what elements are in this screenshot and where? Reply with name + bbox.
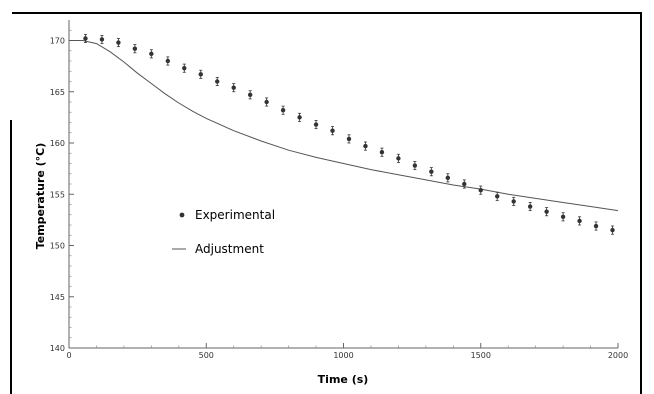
experimental-point (560, 214, 566, 219)
experimental-point (165, 58, 171, 64)
experimental-point (149, 51, 154, 57)
experimental-point (247, 92, 253, 98)
x-tick-label: 0 (66, 351, 71, 360)
figure-frame (12, 12, 642, 394)
experimental-point (363, 143, 368, 149)
experimental-point (429, 169, 434, 174)
experimental-point (215, 79, 220, 84)
experimental-point (346, 136, 352, 142)
experimental-point (330, 128, 335, 133)
experimental-point (577, 218, 582, 224)
axes (68, 20, 619, 349)
legend: Experimental Adjustment (172, 208, 275, 256)
experimental-point (231, 85, 236, 90)
experimental-point (527, 204, 533, 209)
y-tick-label: 165 (50, 88, 65, 97)
experimental-point (313, 122, 319, 127)
experimental-point (83, 36, 88, 41)
experimental-point (297, 115, 302, 120)
experimental-point (99, 37, 105, 42)
x-axis-title: Time (s) (318, 373, 369, 386)
y-tick-label: 170 (50, 37, 65, 46)
experimental-point (593, 223, 599, 229)
experimental-point (511, 199, 516, 204)
experimental-point (462, 181, 467, 187)
experimental-point (396, 156, 401, 161)
experimental-point (412, 163, 418, 168)
experimental-point (478, 187, 483, 193)
y-tick-label: 155 (50, 190, 65, 199)
legend-experimental-label: Experimental (195, 208, 275, 222)
experimental-point (280, 108, 286, 113)
experimental-point (182, 65, 187, 71)
adjustment-line (69, 40, 619, 212)
experimental-point (116, 40, 121, 45)
experimental-point (445, 175, 451, 181)
experimental-point (198, 72, 203, 77)
experimental-point (544, 209, 549, 214)
figure-frame-left-edge (10, 120, 12, 394)
experimental-point (264, 99, 269, 105)
x-tick-label: 1500 (471, 351, 491, 360)
y-tick-label: 150 (50, 242, 65, 251)
x-tick-label: 500 (199, 351, 214, 360)
adjustment-series (69, 40, 619, 212)
y-axis-title: Temperature (°C) (34, 143, 47, 250)
experimental-series (83, 33, 615, 235)
experimental-point (495, 194, 500, 199)
legend-experimental-marker (179, 212, 185, 218)
experimental-point (379, 150, 385, 155)
x-tick-label: 1000 (333, 351, 353, 360)
legend-adjustment-label: Adjustment (195, 242, 264, 256)
y-tick-label: 145 (50, 293, 65, 302)
experimental-point (132, 46, 138, 51)
x-tick-label: 2000 (608, 351, 628, 360)
tick-labels: 140 145 150 155 160 165 170 0 500 1000 1500 2000 (50, 37, 628, 361)
experimental-point (610, 227, 615, 233)
y-tick-label: 160 (50, 139, 65, 148)
y-tick-label: 140 (50, 344, 65, 353)
